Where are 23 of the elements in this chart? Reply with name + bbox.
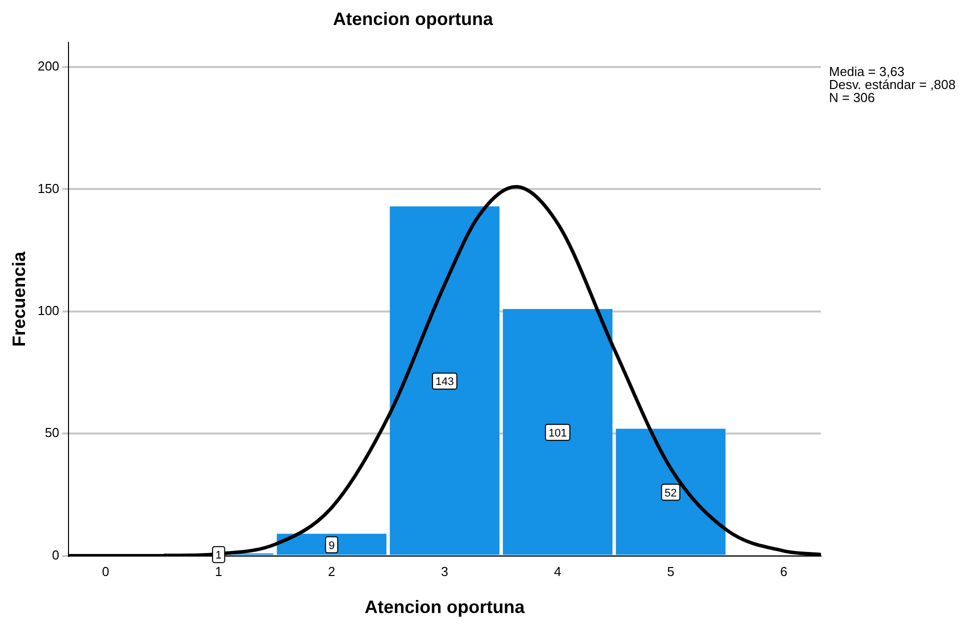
text: N = 306 (829, 90, 875, 106)
x-tick-label: 1 (214, 564, 222, 580)
y-axis-title: Frecuencia (8, 250, 29, 347)
x-axis-title: Atencion oportuna (364, 597, 526, 618)
x-tick-label: 4 (554, 564, 562, 580)
data-label: 143 (435, 376, 454, 388)
x-tick-label: 5 (667, 564, 674, 580)
x-tick-label: 6 (780, 564, 788, 580)
chart-title: Atencion oportuna (333, 8, 494, 29)
y-tick-label: 200 (38, 58, 60, 74)
y-tick-label: 0 (52, 547, 60, 562)
text: Media = 3,63 (829, 64, 905, 80)
data-label: 101 (548, 427, 567, 440)
text: Desv. estándar = ,808 (829, 77, 956, 92)
data-label: 52 (664, 487, 677, 500)
data-label: 1 (216, 550, 222, 562)
data-label: 9 (328, 540, 335, 552)
x-tick-label: 3 (441, 564, 448, 580)
y-tick-label: 100 (38, 302, 60, 318)
x-tick-label: 2 (328, 564, 336, 580)
x-tick-label: 0 (102, 564, 110, 580)
y-tick-label: 150 (38, 180, 60, 196)
y-tick-label: 50 (44, 425, 60, 440)
